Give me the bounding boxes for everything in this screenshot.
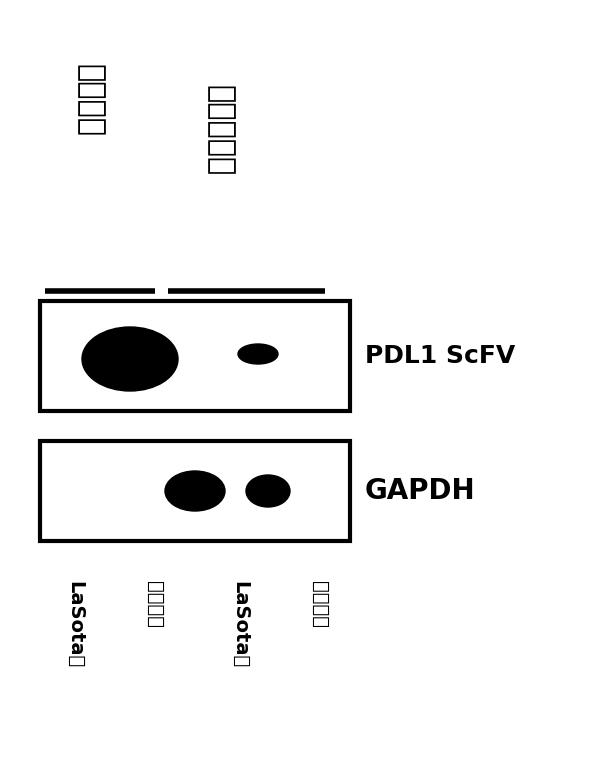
Ellipse shape bbox=[238, 344, 278, 364]
Text: LaSota株: LaSota株 bbox=[65, 581, 84, 669]
Ellipse shape bbox=[246, 475, 290, 507]
Text: 本发明株: 本发明株 bbox=[311, 581, 330, 628]
Text: 本发明株: 本发明株 bbox=[146, 581, 164, 628]
Text: GAPDH: GAPDH bbox=[365, 477, 475, 505]
FancyBboxPatch shape bbox=[40, 441, 350, 541]
Text: 细胞裂解液: 细胞裂解液 bbox=[205, 85, 234, 177]
Text: LaSota株: LaSota株 bbox=[230, 581, 249, 669]
Ellipse shape bbox=[82, 327, 178, 391]
FancyBboxPatch shape bbox=[40, 301, 350, 411]
Ellipse shape bbox=[165, 471, 225, 511]
Text: PDL1 ScFV: PDL1 ScFV bbox=[365, 344, 515, 368]
Text: 细胞上清: 细胞上清 bbox=[76, 65, 105, 137]
